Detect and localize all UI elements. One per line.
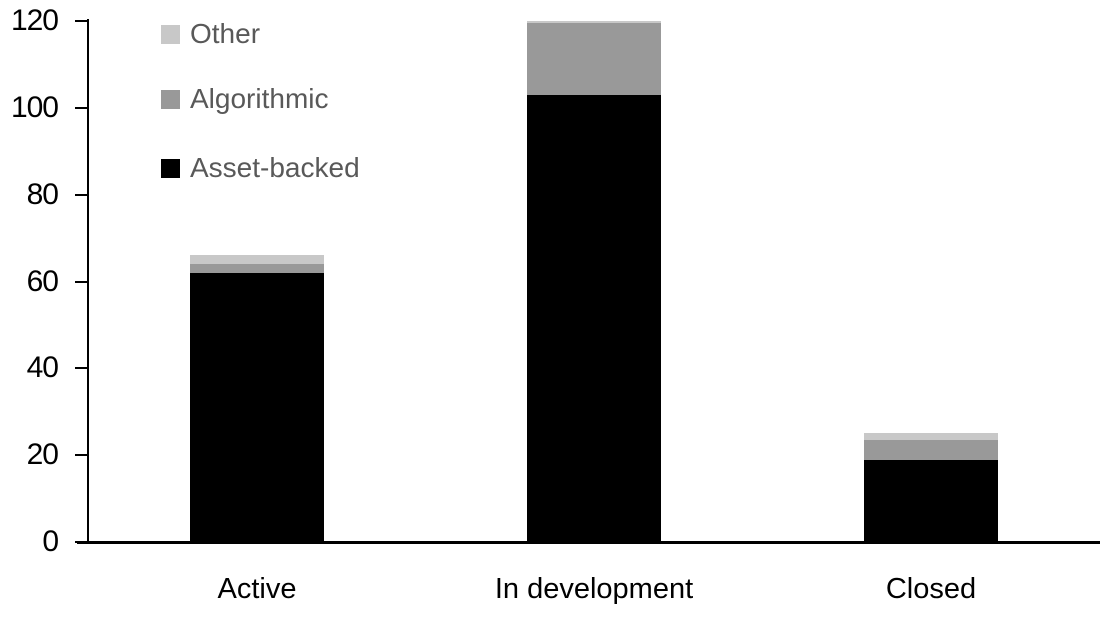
y-tick-label-80: 80: [26, 178, 59, 211]
bar-segment-closed-other: [864, 433, 998, 440]
y-tick-label-120: 120: [10, 4, 59, 37]
x-axis-line: [77, 541, 1100, 544]
bar-active: [190, 255, 324, 542]
bar-segment-in-development-algorithmic: [527, 23, 661, 95]
bar-segment-closed-asset-backed: [864, 460, 998, 542]
bar-segment-closed-algorithmic: [864, 440, 998, 460]
y-tick-mark-40: [75, 367, 88, 369]
y-axis-line: [87, 19, 89, 544]
y-tick-mark-100: [75, 107, 88, 109]
x-category-label-in-development: In development: [494, 573, 694, 605]
y-tick-mark-80: [75, 194, 88, 196]
legend-swatch-other-icon: [161, 24, 180, 44]
legend-item-other: Other: [161, 18, 260, 50]
y-tick-label-0: 0: [42, 525, 59, 558]
legend-swatch-algorithmic-icon: [161, 89, 180, 109]
bar-segment-active-asset-backed: [190, 273, 324, 542]
y-tick-label-40: 40: [26, 351, 59, 384]
legend-swatch-asset-backed-icon: [161, 158, 180, 178]
bar-segment-in-development-asset-backed: [527, 95, 661, 542]
y-tick-label-100: 100: [10, 91, 59, 124]
legend-item-asset-backed: Asset-backed: [161, 152, 360, 184]
bar-segment-active-algorithmic: [190, 264, 324, 273]
bar-segment-in-development-other: [527, 21, 661, 23]
bar-segment-active-other: [190, 255, 324, 264]
x-category-label-active: Active: [217, 573, 297, 605]
y-tick-mark-20: [75, 454, 88, 456]
x-category-label-closed: Closed: [885, 573, 977, 605]
bar-in-development: [527, 21, 661, 542]
bar-closed: [864, 433, 998, 542]
legend-item-algorithmic: Algorithmic: [161, 83, 328, 115]
y-tick-mark-0: [75, 541, 88, 543]
legend-label-algorithmic: Algorithmic: [190, 83, 329, 114]
legend-label-asset-backed: Asset-backed: [190, 152, 360, 183]
y-tick-mark-120: [75, 20, 88, 22]
y-tick-label-20: 20: [26, 438, 59, 471]
y-tick-mark-60: [75, 281, 88, 283]
y-tick-label-60: 60: [26, 265, 59, 298]
legend-label-other: Other: [190, 18, 261, 49]
